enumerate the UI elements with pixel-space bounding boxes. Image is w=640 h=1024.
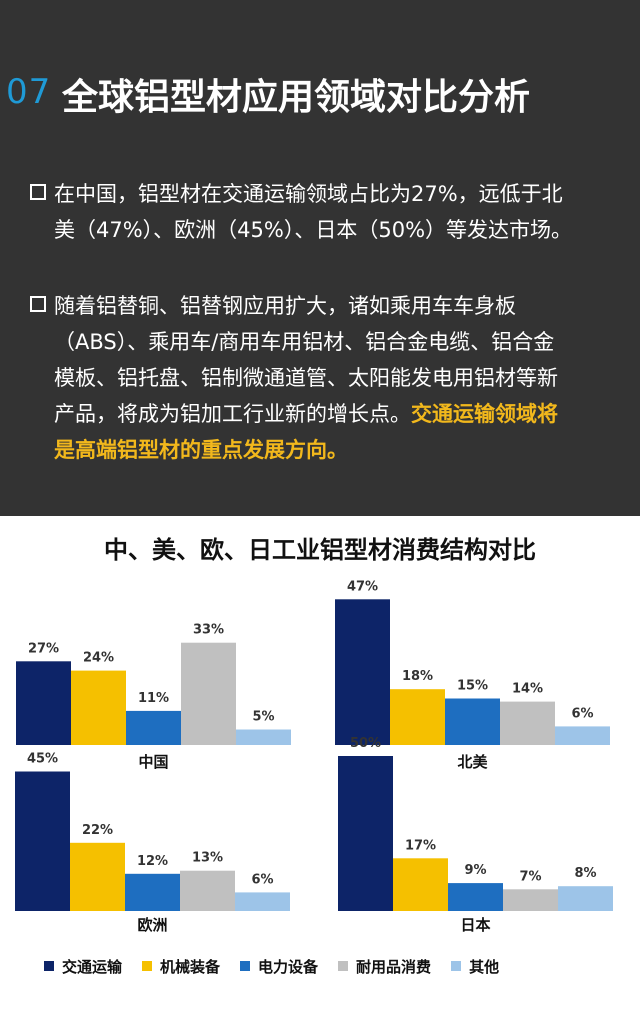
legend-label: 交通运输: [62, 957, 123, 976]
legend-label: 耐用品消费: [356, 957, 432, 976]
legend-swatch: [240, 961, 251, 971]
chart-panel-3: 45% 22% 12% 13% 6% 欧洲: [15, 752, 290, 934]
bar: [16, 661, 71, 745]
bar: [180, 870, 235, 911]
page-header: 07 全球铝型材应用领域对比分析: [0, 62, 640, 132]
data-label: 11%: [138, 691, 169, 706]
legend-label: 其他: [469, 957, 500, 976]
bar: [236, 729, 291, 745]
data-label: 9%: [464, 863, 486, 878]
data-label: 8%: [574, 866, 596, 881]
data-label: 50%: [350, 736, 381, 751]
data-label: 33%: [193, 623, 224, 638]
bar: [555, 726, 610, 745]
panel-label: 欧洲: [137, 916, 167, 934]
data-label: 13%: [192, 851, 223, 866]
bar: [338, 756, 393, 911]
chart-panel-1: 27% 24% 11% 33% 5% 中国: [16, 623, 291, 771]
square-bullet-icon: [30, 296, 46, 312]
square-bullet-icon: [30, 184, 46, 200]
bar: [390, 689, 445, 745]
legend-item: 机械装备: [142, 956, 220, 977]
bar-charts: 27% 24% 11% 33% 5% 中国 47% 18% 15% 14% 6% 北美 45% 22% 12…: [15, 579, 613, 934]
data-label: 6%: [571, 706, 593, 721]
chart-legend: 交通运输 机械装备 电力设备 耐用品消费 其他: [44, 954, 634, 978]
paragraph-1: 在中国，铝型材在交通运输领域占比为27%，远低于北 美（47%）、欧洲（45%）…: [30, 176, 630, 248]
bar: [393, 858, 448, 911]
legend-item: 交通运输: [44, 956, 122, 977]
chart-panel: 中、美、欧、日工业铝型材消费结构对比 27% 24% 11% 33% 5% 中国 47% 18…: [0, 516, 640, 1024]
chart-panel-2: 47% 18% 15% 14% 6% 北美: [335, 579, 610, 771]
bar: [335, 599, 390, 745]
para2-line-2: （ABS）、乘用车/商用车用铝材、铝合金电缆、铝合金: [54, 330, 555, 354]
data-label: 15%: [457, 679, 488, 694]
data-label: 47%: [347, 579, 378, 594]
highlight-text-2: 是高端铝型材的重点发展方向。: [54, 438, 348, 462]
chart-panel-4: 50% 17% 9% 7% 8% 日本: [338, 736, 613, 934]
section-number: 07: [6, 72, 52, 112]
legend-label: 机械装备: [160, 957, 221, 976]
para2-line-1: 随着铝替铜、铝替钢应用扩大，诸如乘用车车身板: [54, 294, 516, 318]
legend-item: 耐用品消费: [338, 956, 431, 977]
para2-line-3: 模板、铝托盘、铝制微通道管、太阳能发电用铝材等新: [54, 366, 558, 390]
data-label: 7%: [519, 869, 541, 884]
panel-label: 北美: [457, 753, 488, 771]
panel-label: 日本: [460, 916, 490, 934]
bar: [500, 701, 555, 745]
legend-label: 电力设备: [258, 957, 319, 976]
data-label: 12%: [137, 854, 168, 869]
data-label: 27%: [28, 641, 59, 656]
legend-swatch: [451, 961, 462, 971]
data-label: 6%: [251, 872, 273, 887]
chart-title: 中、美、欧、日工业铝型材消费结构对比: [104, 536, 536, 564]
bar: [125, 873, 180, 911]
data-label: 18%: [402, 669, 433, 684]
legend-item: 其他: [451, 956, 499, 977]
para2-line-4: 产品，将成为铝加工行业新的增长点。: [54, 402, 411, 426]
bar: [126, 710, 181, 745]
data-label: 45%: [27, 752, 58, 767]
legend-swatch: [142, 961, 153, 971]
bar: [71, 670, 126, 745]
data-label: 17%: [405, 838, 436, 853]
data-label: 22%: [82, 823, 113, 838]
para1-line-2: 美（47%）、欧洲（45%）、日本（50%）等发达市场。: [54, 218, 573, 242]
legend-swatch: [44, 961, 54, 971]
highlight-text-1: 交通运输领域将: [411, 402, 558, 426]
data-label: 14%: [512, 682, 543, 697]
data-label: 5%: [252, 710, 274, 725]
bar: [181, 642, 236, 745]
panel-label: 中国: [138, 753, 168, 771]
bar: [445, 698, 500, 745]
data-label: 24%: [83, 651, 114, 666]
paragraph-2: 随着铝替铜、铝替钢应用扩大，诸如乘用车车身板 （ABS）、乘用车/商用车用铝材、…: [30, 288, 630, 468]
bar: [558, 886, 613, 911]
page-title: 全球铝型材应用领域对比分析: [62, 77, 531, 118]
bar: [15, 771, 70, 911]
bar: [448, 883, 503, 911]
para1-line-1: 在中国，铝型材在交通运输领域占比为27%，远低于北: [54, 182, 563, 206]
bar: [70, 842, 125, 911]
legend-swatch: [338, 961, 349, 971]
bar: [235, 892, 290, 911]
bar: [503, 889, 558, 911]
legend-item: 电力设备: [240, 956, 318, 977]
